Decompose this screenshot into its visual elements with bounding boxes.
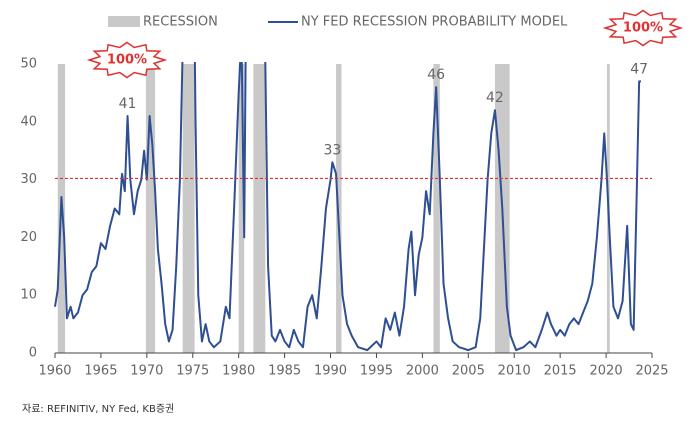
x-tick-label: 1970 <box>130 364 163 379</box>
y-tick-label: 30 <box>20 172 37 187</box>
x-tick-label: 1965 <box>84 364 117 379</box>
x-tick-label: 2015 <box>544 364 577 379</box>
plot-area <box>54 62 641 353</box>
x-tick-label: 2005 <box>452 364 485 379</box>
y-tick-label: 40 <box>20 114 37 129</box>
x-tick-label: 2000 <box>406 364 439 379</box>
legend-swatch <box>108 16 140 27</box>
annotation: 46 <box>427 67 445 83</box>
legend-label: RECESSION <box>143 15 218 30</box>
recession-band <box>145 64 156 353</box>
x-tick-label: 1995 <box>360 364 393 379</box>
x-tick-label: 1975 <box>176 364 209 379</box>
x-tick-label: 2025 <box>635 364 668 379</box>
x-tick-label: 1980 <box>222 364 255 379</box>
annotation: 42 <box>486 90 504 106</box>
x-tick-label: 1985 <box>268 364 301 379</box>
legend-label: NY FED RECESSION PROBABILITY MODEL <box>301 15 568 30</box>
badge-burst <box>602 9 684 47</box>
badge-label: 100% <box>623 21 663 36</box>
y-tick-label: 0 <box>29 346 37 361</box>
recession-band <box>433 64 440 353</box>
x-tick-label: 1960 <box>38 364 71 379</box>
recession-band <box>238 64 245 353</box>
badge-label: 100% <box>107 53 147 68</box>
x-tick-label: 1990 <box>314 364 347 379</box>
x-tick-label: 2020 <box>590 364 623 379</box>
recession-band <box>253 64 266 353</box>
y-tick-label: 10 <box>20 288 37 303</box>
annotation: 33 <box>323 142 341 158</box>
annotation: 47 <box>630 61 648 77</box>
x-tick-label: 2010 <box>498 364 531 379</box>
recession-band <box>182 64 195 353</box>
y-tick-label: 20 <box>20 230 37 245</box>
y-tick-label: 50 <box>20 57 37 72</box>
source: 자료: REFINITIV, NY Fed, KB증권 <box>22 403 174 415</box>
annotation: 41 <box>119 96 137 112</box>
badge-burst <box>86 41 168 79</box>
line-series <box>54 62 641 352</box>
